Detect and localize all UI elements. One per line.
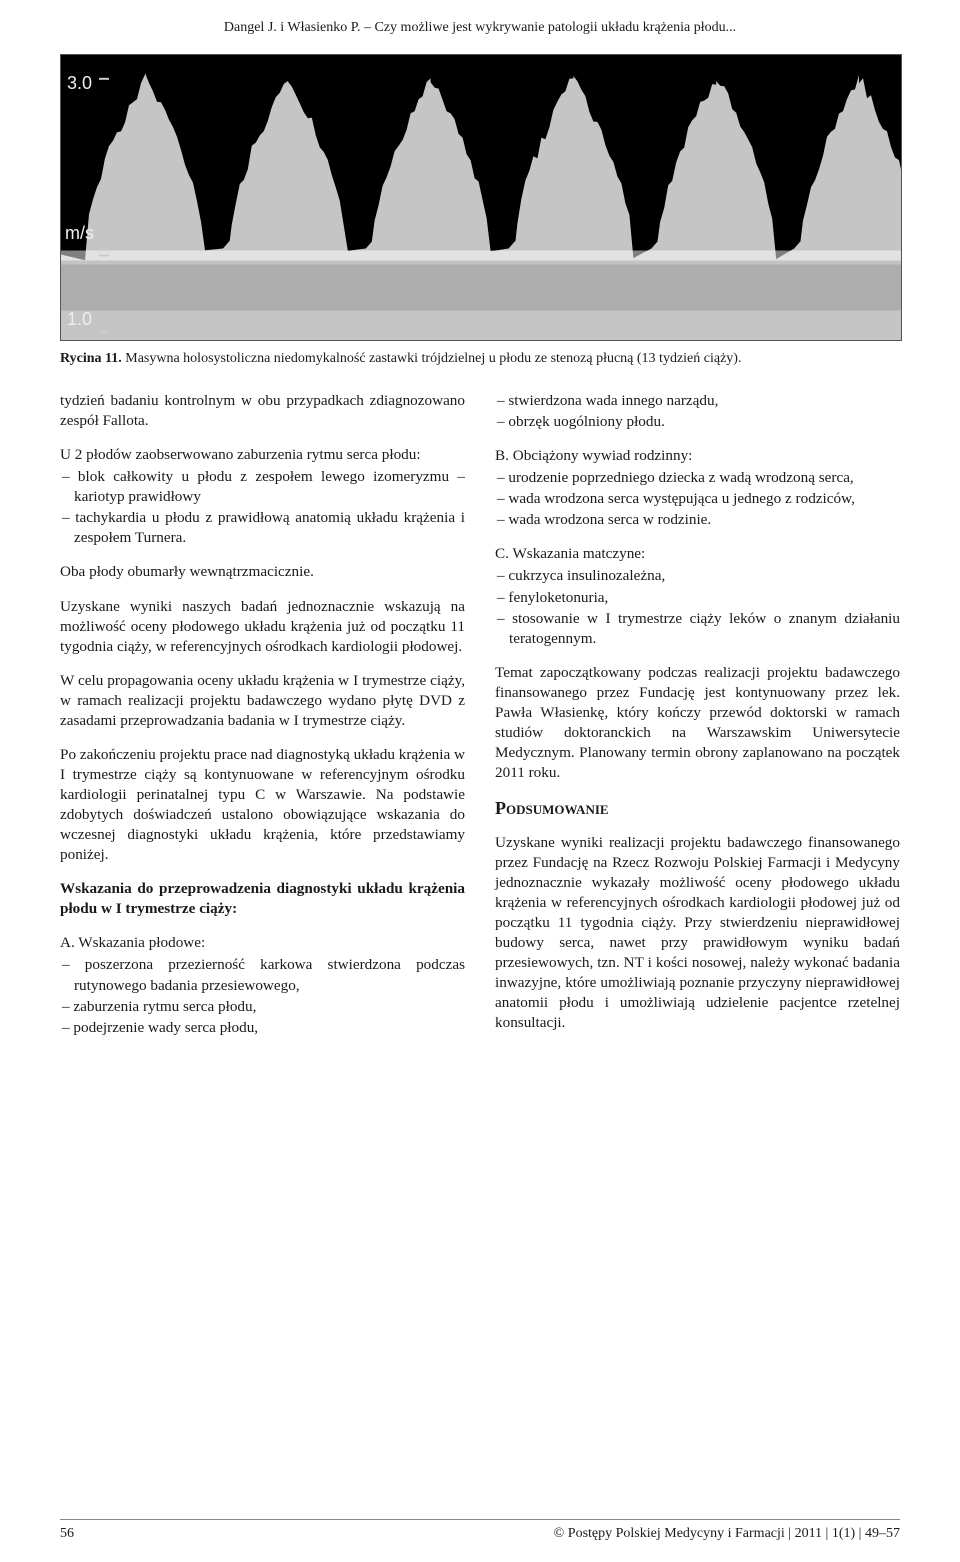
list-item: tachykardia u płodu z prawidłową anatomi… bbox=[74, 508, 465, 548]
paragraph: W celu propagowania oceny układu krążeni… bbox=[60, 671, 465, 731]
list-label-c: C. Wskazania matczyne: bbox=[495, 544, 900, 564]
subheading: Wskazania do przeprowadzenia diagnostyki… bbox=[60, 879, 465, 919]
two-column-body: tydzień badaniu kontrolnym w obu przypad… bbox=[60, 391, 900, 1052]
list-item: fenyloketonuria, bbox=[509, 588, 900, 608]
list-item: stwierdzona wada innego narządu, bbox=[509, 391, 900, 411]
page: Dangel J. i Własienko P. – Czy możliwe j… bbox=[0, 0, 960, 1562]
axis-tick-bottom: 1.0 bbox=[67, 309, 92, 330]
list-item: blok całkowity u płodu z zespołem lewego… bbox=[74, 467, 465, 507]
figure-number: Rycina 11. bbox=[60, 351, 122, 366]
figure-11: 3.0 m/s 1.0 Rycina 11. Masywna holosysto… bbox=[60, 54, 900, 367]
ultrasound-doppler-image: 3.0 m/s 1.0 bbox=[60, 54, 902, 341]
list-item: stosowanie w I trymestrze ciąży leków o … bbox=[509, 609, 900, 649]
axis-tick-top: 3.0 bbox=[67, 73, 92, 94]
list-label-b: B. Obciążony wywiad rodzinny: bbox=[495, 446, 900, 466]
bullet-list: urodzenie poprzedniego dziecka z wadą wr… bbox=[495, 468, 900, 530]
paragraph: Oba płody obumarły wewnątrzmacicznie. bbox=[60, 562, 465, 582]
bullet-list: cukrzyca insulinozależna,fenyloketonuria… bbox=[495, 566, 900, 648]
paragraph: Po zakończeniu projektu prace nad diagno… bbox=[60, 745, 465, 865]
running-head: Dangel J. i Własienko P. – Czy możliwe j… bbox=[60, 20, 900, 36]
page-number: 56 bbox=[60, 1526, 74, 1542]
list-item: cukrzyca insulinozależna, bbox=[509, 566, 900, 586]
right-column: stwierdzona wada innego narządu,obrzęk u… bbox=[495, 391, 900, 1052]
paragraph-intro: U 2 płodów zaobserwowano zaburzenia rytm… bbox=[60, 445, 465, 465]
list-item: podejrzenie wady serca płodu, bbox=[74, 1018, 465, 1038]
journal-citation: © Postępy Polskiej Medycyny i Farmacji |… bbox=[554, 1526, 900, 1542]
bullet-list: stwierdzona wada innego narządu,obrzęk u… bbox=[495, 391, 900, 432]
page-footer: 56 © Postępy Polskiej Medycyny i Farmacj… bbox=[60, 1519, 900, 1542]
list-label-a: A. Wskazania płodowe: bbox=[60, 933, 465, 953]
figure-caption: Rycina 11. Masywna holosystoliczna niedo… bbox=[60, 351, 900, 367]
list-item: poszerzona przezierność karkowa stwierdz… bbox=[74, 955, 465, 995]
list-item: wada wrodzona serca występująca u jedneg… bbox=[509, 489, 900, 509]
figure-caption-text: Masywna holosystoliczna niedomykalność z… bbox=[125, 351, 741, 366]
list-item: zaburzenia rytmu serca płodu, bbox=[74, 997, 465, 1017]
paragraph-summary: Uzyskane wyniki realizacji projektu bada… bbox=[495, 833, 900, 1034]
doppler-waveform bbox=[61, 55, 901, 340]
paragraph: Temat zapoczątkowany podczas realizacji … bbox=[495, 663, 900, 783]
list-item: wada wrodzona serca w rodzinie. bbox=[509, 510, 900, 530]
paragraph: tydzień badaniu kontrolnym w obu przypad… bbox=[60, 391, 465, 431]
paragraph: Uzyskane wyniki naszych badań jednoznacz… bbox=[60, 597, 465, 657]
list-item: obrzęk uogólniony płodu. bbox=[509, 412, 900, 432]
left-column: tydzień badaniu kontrolnym w obu przypad… bbox=[60, 391, 465, 1052]
axis-unit-label: m/s bbox=[65, 223, 94, 244]
section-title-summary: Podsumowanie bbox=[495, 797, 900, 821]
bullet-list: poszerzona przezierność karkowa stwierdz… bbox=[60, 955, 465, 1037]
bullet-list: blok całkowity u płodu z zespołem lewego… bbox=[60, 467, 465, 548]
list-item: urodzenie poprzedniego dziecka z wadą wr… bbox=[509, 468, 900, 488]
